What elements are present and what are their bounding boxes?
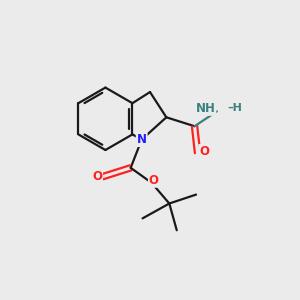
Text: NH: NH bbox=[196, 102, 215, 115]
Text: N: N bbox=[137, 133, 147, 146]
Text: O: O bbox=[199, 145, 209, 158]
Text: O: O bbox=[149, 174, 159, 187]
Text: O: O bbox=[92, 170, 102, 183]
Text: –H: –H bbox=[227, 103, 242, 113]
